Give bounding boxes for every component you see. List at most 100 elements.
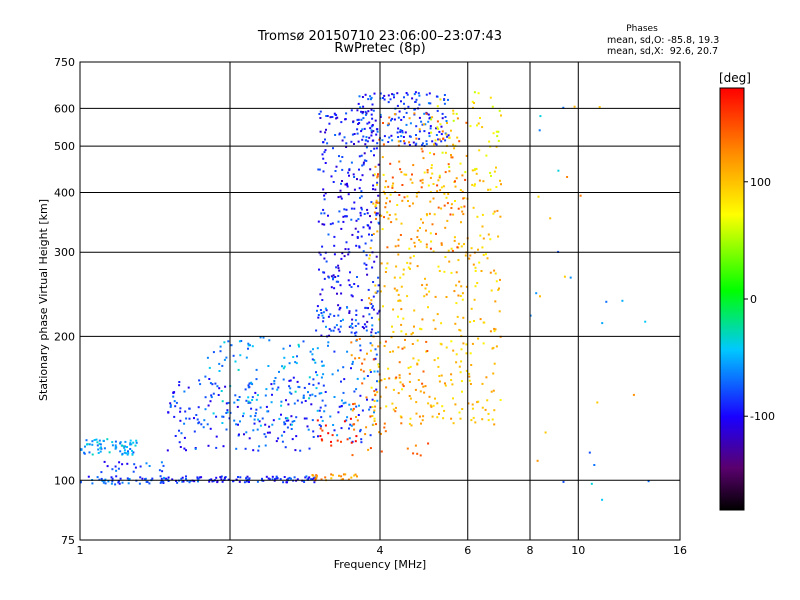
data-point (425, 143, 428, 146)
data-point (349, 325, 352, 327)
data-point (233, 419, 236, 422)
y-tick-label: 400 (54, 186, 75, 199)
data-point (221, 415, 224, 418)
data-point (372, 358, 375, 361)
data-point (423, 391, 426, 394)
data-point (437, 206, 440, 209)
data-point (345, 142, 348, 145)
data-point (387, 217, 390, 220)
data-point (366, 320, 369, 323)
data-point (134, 444, 137, 447)
data-point (385, 197, 388, 200)
data-point (331, 373, 334, 376)
data-point (487, 188, 490, 191)
data-point (91, 443, 94, 446)
data-point (392, 308, 395, 311)
data-point (492, 212, 495, 215)
data-point (346, 185, 349, 188)
data-point (353, 283, 356, 285)
data-point (320, 416, 323, 419)
data-point (490, 390, 493, 393)
data-point (223, 478, 226, 481)
data-point (349, 417, 352, 420)
data-point (225, 402, 228, 405)
data-point (411, 343, 414, 345)
data-point (596, 401, 599, 404)
data-point (469, 320, 472, 323)
data-point (162, 482, 165, 484)
data-point (120, 444, 123, 447)
data-point (237, 423, 239, 426)
data-point (403, 96, 405, 99)
data-point (377, 284, 380, 287)
data-point (340, 405, 343, 407)
data-point (490, 174, 492, 177)
data-point (332, 181, 335, 183)
data-point (360, 235, 363, 238)
data-point (311, 393, 314, 396)
data-point (370, 108, 373, 111)
data-point (278, 370, 280, 373)
data-point (285, 399, 287, 402)
data-point (338, 308, 341, 311)
data-point (372, 130, 375, 133)
data-point (87, 475, 90, 478)
data-point (493, 210, 496, 213)
data-point (324, 149, 327, 152)
data-point (360, 195, 363, 198)
data-point (405, 123, 408, 126)
data-point (316, 347, 319, 350)
data-point (294, 390, 297, 393)
data-point (333, 244, 336, 247)
data-point (373, 400, 376, 402)
data-point (367, 224, 370, 227)
data-point (319, 309, 322, 311)
x-tick-label: 6 (464, 544, 471, 557)
data-point (425, 93, 428, 96)
data-point (361, 382, 364, 385)
data-point (340, 197, 343, 200)
data-point (238, 340, 241, 343)
data-point (396, 104, 399, 107)
data-point (348, 284, 351, 287)
data-point (401, 388, 404, 391)
data-point (429, 176, 432, 179)
data-point (393, 113, 396, 116)
data-point (408, 395, 411, 397)
data-point (221, 422, 224, 424)
data-point (337, 267, 340, 270)
x-tick-label: 2 (227, 544, 234, 557)
data-point (326, 115, 329, 117)
data-point (369, 215, 371, 218)
data-point (403, 173, 406, 176)
data-point (361, 326, 364, 328)
data-point (601, 498, 604, 501)
data-point (405, 92, 408, 94)
data-point (178, 381, 181, 383)
data-point (384, 186, 387, 189)
data-point (403, 196, 406, 199)
data-point (452, 213, 455, 216)
data-point (493, 269, 496, 272)
data-point (489, 96, 492, 99)
data-point (497, 130, 500, 133)
data-point (131, 453, 134, 455)
data-point (188, 407, 191, 410)
data-point (350, 286, 353, 288)
data-point (487, 419, 490, 422)
data-point (322, 364, 325, 367)
data-point (362, 163, 365, 166)
data-point (119, 450, 122, 453)
data-point (283, 421, 286, 424)
data-point (373, 420, 376, 423)
data-point (204, 375, 207, 378)
data-point (370, 134, 373, 137)
data-point (235, 423, 238, 426)
data-point (332, 276, 335, 279)
data-point (461, 298, 464, 301)
data-point (372, 281, 375, 283)
data-point (337, 369, 339, 372)
data-point (469, 352, 472, 355)
data-point (478, 149, 481, 152)
data-point (366, 273, 369, 276)
